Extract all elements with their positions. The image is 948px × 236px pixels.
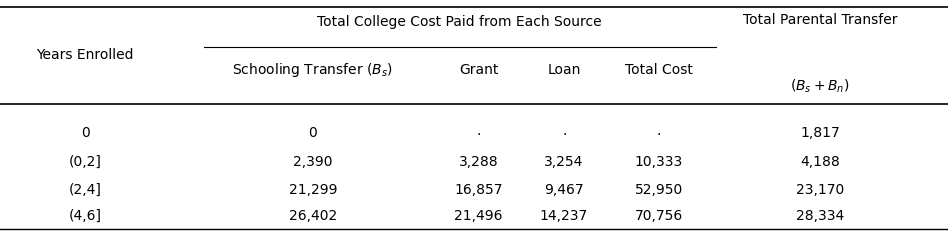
Text: 23,170: 23,170	[796, 183, 844, 197]
Text: 1,817: 1,817	[800, 126, 840, 140]
Text: Schooling Transfer ($B_s$): Schooling Transfer ($B_s$)	[232, 61, 393, 79]
Text: 4,188: 4,188	[800, 155, 840, 169]
Text: (0,2]: (0,2]	[69, 155, 101, 169]
Text: Grant: Grant	[459, 63, 499, 77]
Text: 3,288: 3,288	[459, 155, 499, 169]
Text: 2,390: 2,390	[293, 155, 333, 169]
Text: 21,299: 21,299	[288, 183, 337, 197]
Text: 16,857: 16,857	[454, 183, 503, 197]
Text: 14,237: 14,237	[540, 209, 588, 223]
Text: 10,333: 10,333	[635, 155, 683, 169]
Text: 9,467: 9,467	[544, 183, 584, 197]
Text: 52,950: 52,950	[635, 183, 683, 197]
Text: 28,334: 28,334	[796, 209, 844, 223]
Text: ($B_s + B_n$): ($B_s + B_n$)	[791, 77, 849, 95]
Text: (4,6]: (4,6]	[69, 209, 101, 223]
Text: 21,496: 21,496	[454, 209, 503, 223]
Text: Total Parental Transfer: Total Parental Transfer	[743, 13, 897, 27]
Text: Loan: Loan	[547, 63, 581, 77]
Text: $\cdot$: $\cdot$	[656, 126, 662, 140]
Text: Total College Cost Paid from Each Source: Total College Cost Paid from Each Source	[318, 15, 602, 30]
Text: Years Enrolled: Years Enrolled	[37, 48, 134, 63]
Text: 26,402: 26,402	[289, 209, 337, 223]
Text: $\cdot$: $\cdot$	[561, 126, 567, 140]
Text: (2,4]: (2,4]	[69, 183, 101, 197]
Text: 70,756: 70,756	[635, 209, 683, 223]
Text: 3,254: 3,254	[544, 155, 584, 169]
Text: Total Cost: Total Cost	[625, 63, 693, 77]
Text: 0: 0	[81, 126, 90, 140]
Text: $\cdot$: $\cdot$	[476, 126, 482, 140]
Text: 0: 0	[308, 126, 318, 140]
